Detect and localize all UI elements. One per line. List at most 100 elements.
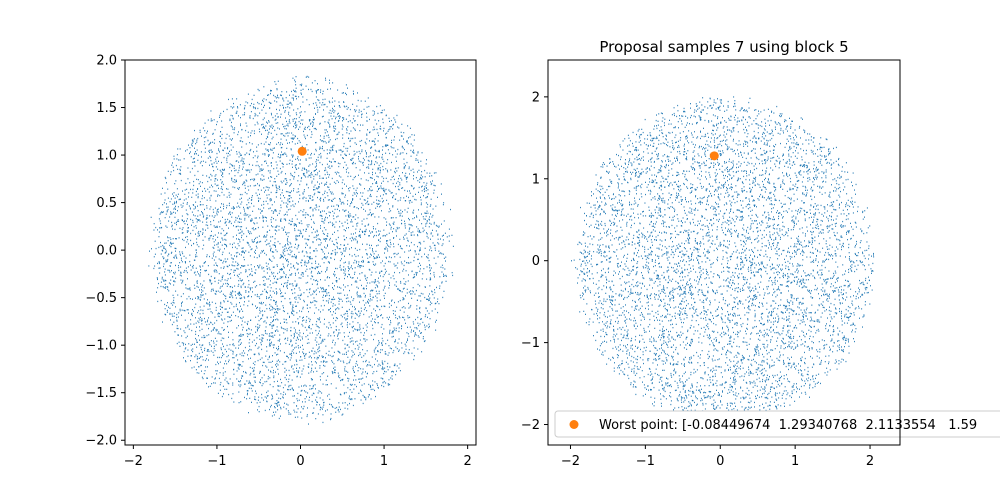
sample-point [259,197,261,200]
sample-point [214,129,216,131]
sample-point [224,388,226,390]
sample-point [399,290,401,292]
sample-point [187,326,189,328]
sample-point [247,305,249,307]
sample-point [184,319,186,321]
sample-point [248,295,250,297]
sample-point [425,307,427,309]
sample-point [164,303,166,306]
sample-point [194,356,196,358]
sample-point [234,285,236,287]
sample-point [386,248,388,250]
sample-point [299,235,300,237]
sample-point [308,256,310,259]
sample-point [408,335,410,338]
sample-point [328,176,330,178]
sample-point [312,293,314,295]
sample-point [346,324,348,326]
sample-point [316,356,318,359]
sample-point [235,226,237,228]
sample-point [441,223,442,225]
sample-point [237,225,239,227]
sample-point [254,344,256,347]
sample-point [157,278,158,280]
sample-point [295,118,297,120]
sample-point [410,241,412,244]
sample-point [275,97,277,99]
sample-point [352,137,354,140]
sample-point [314,280,316,282]
sample-point [376,314,378,316]
sample-point [225,244,226,246]
sample-point [333,205,335,207]
sample-point [356,281,358,283]
sample-point [423,195,424,197]
sample-point [324,246,325,248]
sample-point [196,282,198,284]
sample-point [373,349,375,351]
sample-point [271,398,273,400]
sample-point [238,238,239,240]
sample-point [356,207,358,209]
sample-point [399,215,401,217]
sample-point [325,216,326,218]
sample-point [347,377,349,379]
sample-point [223,322,225,324]
sample-point [197,197,199,199]
sample-point [420,176,421,179]
sample-point [223,149,224,152]
sample-point [233,269,235,271]
sample-point [174,197,176,199]
sample-point [410,199,411,202]
sample-point [318,309,320,311]
sample-point [320,211,322,214]
sample-point [169,242,171,244]
sample-point [228,359,230,361]
sample-point [445,274,447,277]
sample-point [293,333,295,335]
sample-point [313,222,315,224]
sample-point [149,250,150,252]
sample-point [278,373,279,375]
sample-point [281,182,283,184]
sample-point [204,130,206,132]
sample-point [420,300,422,302]
sample-point [315,262,317,264]
sample-point [438,243,440,245]
sample-point [220,339,222,342]
sample-point [392,332,394,334]
sample-point [269,339,270,342]
sample-point [220,314,222,316]
sample-point [298,277,300,279]
sample-point [351,315,353,318]
sample-point [341,325,343,328]
sample-point [179,159,181,161]
sample-point [261,357,263,359]
sample-point [226,279,228,282]
sample-point [292,118,294,121]
sample-point [250,148,252,151]
sample-point [348,216,350,218]
sample-point [155,247,157,250]
sample-point [203,298,205,300]
sample-point [401,135,403,137]
sample-point [413,355,415,357]
sample-point [271,327,273,329]
sample-point [338,175,340,177]
sample-point [356,249,358,251]
sample-point [253,373,255,375]
sample-point [226,188,227,190]
sample-point [352,368,354,370]
sample-point [401,325,402,327]
sample-point [334,369,335,371]
sample-point [239,297,241,299]
sample-point [167,240,169,242]
sample-point [345,247,347,249]
sample-point [291,138,293,140]
sample-point [205,224,207,226]
sample-point [418,209,419,211]
sample-point [158,262,160,265]
sample-point [178,334,179,336]
sample-point [308,372,310,374]
sample-point [314,192,316,195]
